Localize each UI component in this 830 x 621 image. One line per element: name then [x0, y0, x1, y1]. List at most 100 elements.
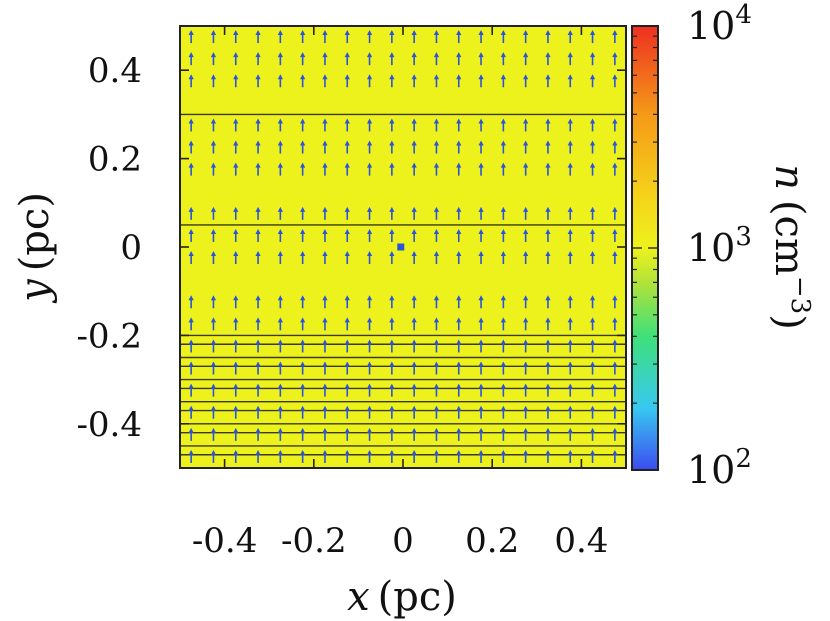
arrow-head — [411, 361, 417, 367]
arrow-head — [500, 140, 506, 146]
velocity-arrow — [612, 140, 618, 154]
arrow-head — [411, 449, 417, 455]
arrow-head — [500, 206, 506, 212]
velocity-arrow — [255, 206, 261, 220]
velocity-arrow — [411, 339, 417, 353]
velocity-arrow — [188, 74, 194, 88]
arrow-head — [523, 140, 529, 146]
arrow-head — [567, 162, 573, 168]
velocity-arrow — [389, 427, 395, 441]
arrow-head — [612, 427, 618, 433]
arrow-head — [344, 251, 350, 257]
arrow-head — [233, 383, 239, 389]
arrow-head — [255, 449, 261, 455]
velocity-arrow — [411, 295, 417, 309]
velocity-arrow — [322, 383, 328, 397]
x-tick-label: 0.2 — [465, 521, 519, 561]
velocity-arrow — [188, 251, 194, 265]
arrow-head — [523, 295, 529, 301]
arrow-head — [545, 74, 551, 80]
velocity-arrow — [433, 52, 440, 66]
arrow-head — [210, 361, 217, 367]
arrow-head — [389, 295, 395, 301]
arrow-head — [523, 317, 529, 323]
velocity-arrow — [344, 74, 350, 88]
arrow-head — [500, 74, 506, 80]
velocity-arrow — [589, 30, 596, 44]
velocity-arrow — [300, 449, 306, 463]
arrow-head — [233, 52, 239, 58]
velocity-arrow — [589, 383, 596, 397]
velocity-arrow — [567, 251, 573, 265]
velocity-arrow — [433, 30, 440, 44]
arrow-head — [255, 317, 261, 323]
velocity-arrow — [366, 251, 373, 265]
velocity-arrow — [500, 206, 506, 220]
velocity-arrow — [523, 118, 529, 132]
velocity-arrow — [233, 383, 239, 397]
velocity-arrow — [411, 361, 417, 375]
arrow-head — [589, 140, 596, 146]
arrow-head — [233, 140, 239, 146]
arrow-head — [277, 228, 283, 234]
velocity-arrow — [210, 339, 217, 353]
arrow-head — [589, 317, 596, 323]
velocity-arrow — [545, 118, 551, 132]
velocity-arrow — [322, 74, 328, 88]
arrow-head — [255, 228, 261, 234]
velocity-arrow — [300, 140, 306, 154]
arrow-head — [433, 317, 440, 323]
arrow-head — [478, 317, 484, 323]
velocity-arrow — [255, 427, 261, 441]
arrow-head — [233, 118, 239, 124]
velocity-arrow — [567, 383, 573, 397]
arrow-head — [456, 295, 462, 301]
arrow-head — [612, 339, 618, 345]
velocity-arrow — [612, 339, 618, 353]
arrow-head — [433, 52, 440, 58]
velocity-arrow — [545, 405, 551, 419]
arrow-head — [523, 52, 529, 58]
arrow-head — [411, 228, 417, 234]
arrow-head — [411, 295, 417, 301]
arrow-head — [300, 206, 306, 212]
velocity-arrow — [277, 228, 283, 242]
velocity-arrow — [545, 339, 551, 353]
arrow-head — [433, 427, 440, 433]
arrow-head — [456, 427, 462, 433]
arrow-head — [589, 295, 596, 301]
velocity-arrow — [322, 206, 328, 220]
arrow-head — [433, 449, 440, 455]
arrow-head — [188, 383, 194, 389]
arrow-head — [322, 251, 328, 257]
arrow-head — [233, 339, 239, 345]
velocity-arrow — [188, 317, 194, 331]
arrow-head — [389, 30, 395, 36]
arrow-head — [344, 52, 350, 58]
arrow-head — [567, 317, 573, 323]
velocity-arrow — [545, 449, 551, 463]
arrow-head — [433, 162, 440, 168]
velocity-arrow — [322, 449, 328, 463]
arrow-head — [366, 206, 373, 212]
arrow-head — [322, 118, 328, 124]
velocity-arrow — [188, 339, 194, 353]
velocity-arrow — [411, 317, 417, 331]
velocity-arrow — [233, 251, 239, 265]
arrow-head — [255, 405, 261, 411]
velocity-arrow — [344, 405, 350, 419]
arrow-head — [233, 251, 239, 257]
arrow-head — [300, 361, 306, 367]
arrow-head — [344, 140, 350, 146]
arrow-head — [366, 162, 373, 168]
arrow-head — [612, 361, 618, 367]
arrow-head — [210, 339, 217, 345]
arrow-head — [433, 74, 440, 80]
arrow-head — [322, 140, 328, 146]
velocity-arrow — [277, 405, 283, 419]
x-tick-label: 0.4 — [554, 521, 608, 561]
arrow-head — [277, 206, 283, 212]
arrow-head — [612, 383, 618, 389]
arrow-head — [589, 251, 596, 257]
arrow-head — [277, 140, 283, 146]
